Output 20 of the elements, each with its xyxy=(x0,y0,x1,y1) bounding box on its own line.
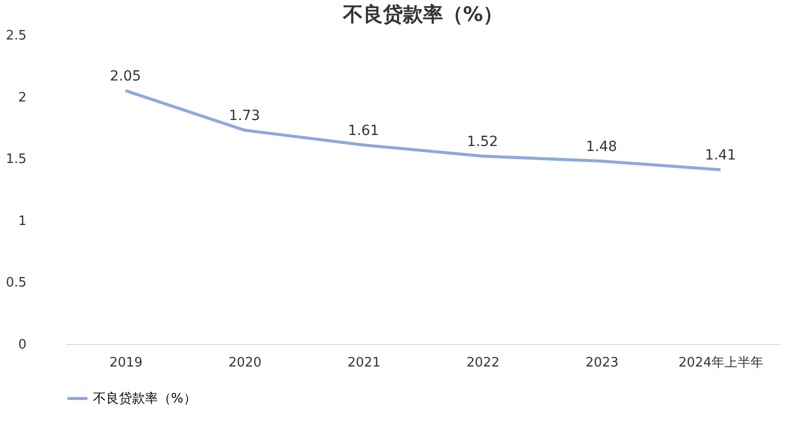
data-label: 1.73 xyxy=(228,108,260,124)
x-tick-label: 2024年上半年 xyxy=(678,356,764,370)
y-tick-label: 2 xyxy=(18,90,26,106)
data-label: 2.05 xyxy=(110,68,142,85)
chart-title: 不良贷款率（%） xyxy=(342,2,504,26)
x-tick-label: 2019 xyxy=(109,356,143,370)
x-tick-label: 2021 xyxy=(347,356,381,370)
data-label: 1.41 xyxy=(704,148,736,164)
data-label: 1.61 xyxy=(348,123,380,140)
x-tick-label: 2020 xyxy=(228,356,262,370)
x-tick-label: 2022 xyxy=(466,356,500,370)
data-label: 1.52 xyxy=(466,134,498,150)
y-tick-label: 2.5 xyxy=(6,28,26,44)
data-label: 1.48 xyxy=(586,139,618,156)
x-tick-label: 2023 xyxy=(585,356,619,370)
y-tick-label: 1.5 xyxy=(6,152,26,168)
legend-label: 不良贷款率（%） xyxy=(93,390,196,406)
y-tick-label: 0.5 xyxy=(6,276,26,291)
y-tick-label: 0 xyxy=(18,338,26,352)
y-tick-label: 1 xyxy=(18,214,26,229)
